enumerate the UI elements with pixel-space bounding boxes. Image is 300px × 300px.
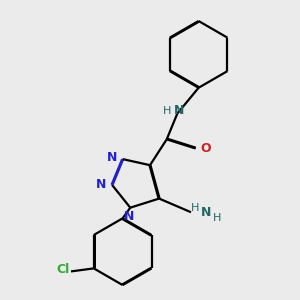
Text: H: H <box>163 106 171 116</box>
Text: H: H <box>213 213 221 223</box>
Text: N: N <box>124 210 134 223</box>
Text: N: N <box>201 206 211 219</box>
Text: Cl: Cl <box>57 263 70 276</box>
Text: N: N <box>174 104 184 117</box>
Text: O: O <box>201 142 212 155</box>
Text: N: N <box>96 178 106 191</box>
Text: N: N <box>107 151 117 164</box>
Text: H: H <box>191 203 200 213</box>
